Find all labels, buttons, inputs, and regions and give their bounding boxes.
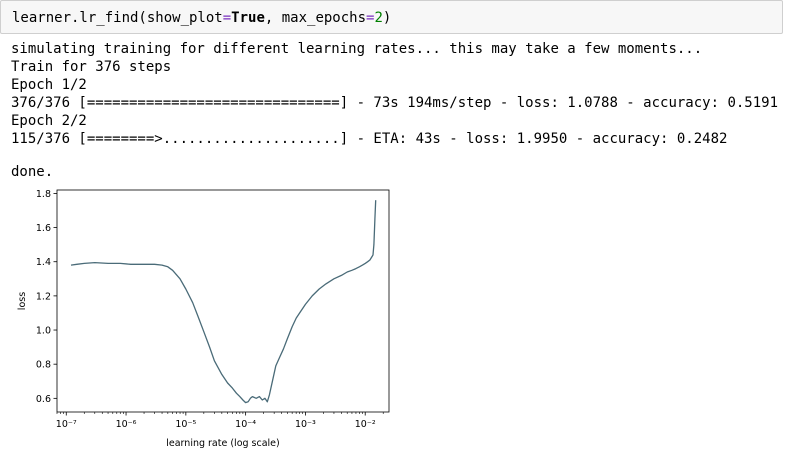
- x-axis-label: learning rate (log scale): [166, 438, 280, 449]
- y-tick-label: 1.8: [36, 189, 51, 200]
- x-tick-label: 10⁻⁷: [56, 419, 77, 430]
- plot-frame: [57, 190, 389, 412]
- code-number: 2: [374, 10, 382, 26]
- output-line-3: Epoch 1/2: [11, 76, 87, 94]
- code-suffix: ): [383, 10, 391, 26]
- output-line-1: simulating training for different learni…: [11, 40, 702, 58]
- code-cell-input[interactable]: learner.lr_find(show_plot=True, max_epoc…: [0, 0, 783, 34]
- x-tick-label: 10⁻⁶: [116, 419, 137, 430]
- output-line-4: 376/376 [==============================]…: [11, 94, 778, 112]
- lr-find-plot: 10⁻⁷ 10⁻⁶ 10⁻⁵ 10⁻⁴ 10⁻³ 10⁻² 0.6 0.8 1.0 1.2 1.4 1…: [0, 186, 400, 461]
- x-tick-label: 10⁻²: [355, 419, 376, 430]
- code-equals-1: =: [223, 10, 231, 26]
- output-line-5: Epoch 2/2: [11, 112, 87, 130]
- x-tick-label: 10⁻⁴: [235, 419, 256, 430]
- x-tick-label: 10⁻⁵: [175, 419, 196, 430]
- code-line[interactable]: learner.lr_find(show_plot=True, max_epoc…: [12, 9, 391, 27]
- code-prefix: learner.lr_find(show_plot: [12, 10, 223, 26]
- y-tick-label: 0.8: [36, 360, 51, 371]
- code-keyword-true: True: [231, 10, 265, 26]
- output-line-8: done.: [11, 163, 53, 181]
- loss-line: [71, 200, 376, 402]
- y-tick-label: 1.2: [36, 291, 51, 302]
- output-line-2: Train for 376 steps: [11, 58, 171, 76]
- y-tick-label: 0.6: [36, 394, 51, 405]
- y-tick-label: 1.4: [36, 257, 51, 268]
- code-mid: , max_epochs: [265, 10, 366, 26]
- x-tick-label: 10⁻³: [295, 419, 316, 430]
- chart-svg: 10⁻⁷ 10⁻⁶ 10⁻⁵ 10⁻⁴ 10⁻³ 10⁻² 0.6 0.8 1.0 1.2 1.4 1…: [0, 186, 400, 461]
- y-tick-label: 1.6: [36, 223, 51, 234]
- y-axis-label: loss: [17, 292, 28, 310]
- y-tick-label: 1.0: [36, 326, 51, 337]
- output-line-6: 115/376 [========>.....................]…: [11, 130, 727, 148]
